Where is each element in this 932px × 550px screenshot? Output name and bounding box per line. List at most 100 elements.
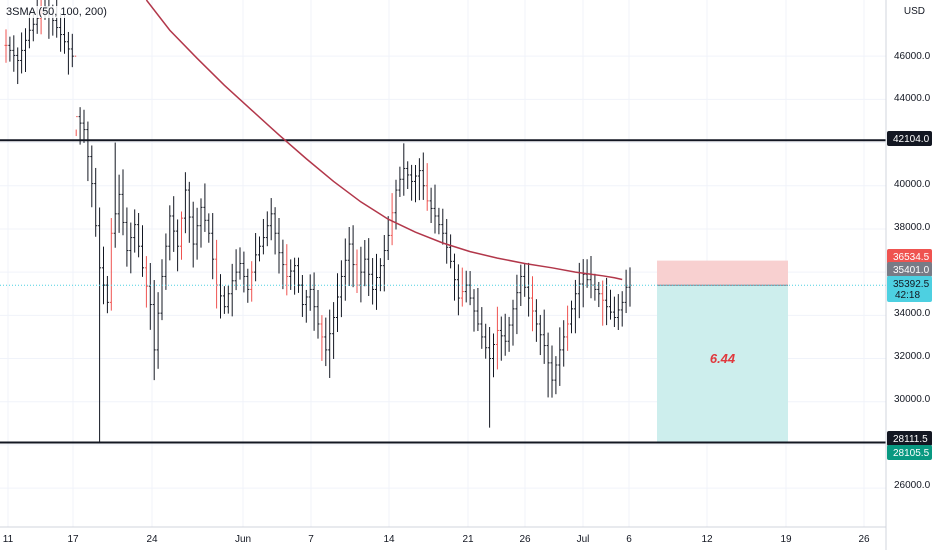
ohlc-bars xyxy=(4,0,632,443)
ohlc-bar xyxy=(367,238,371,296)
ohlc-bar xyxy=(523,263,527,297)
ohlc-bar xyxy=(289,259,293,290)
time-axis[interactable]: 11 17 24 Jun 7 14 21 26 Jul 6 12 19 26 xyxy=(3,534,870,545)
risk-reward-ratio: 6.44 xyxy=(710,351,736,366)
ohlc-bar xyxy=(378,258,382,292)
ohlc-bar xyxy=(328,309,332,378)
ohlc-bar xyxy=(570,300,573,334)
ohlc-bar xyxy=(589,255,593,299)
ohlc-bar xyxy=(531,276,534,332)
ohlc-bar xyxy=(59,12,63,52)
ohlc-bar xyxy=(20,32,24,74)
sma-price-badge: 35401.0 xyxy=(887,262,932,277)
ohlc-bar xyxy=(180,211,183,260)
ohlc-bar xyxy=(74,55,78,137)
price-tick: 44000.0 xyxy=(894,93,931,104)
ohlc-bar xyxy=(121,169,125,236)
ohlc-bar xyxy=(98,207,102,443)
ohlc-bar xyxy=(117,174,121,233)
ohlc-bar xyxy=(468,271,472,306)
price-axis[interactable]: 46000.0 44000.0 40000.0 38000.0 34000.0 … xyxy=(894,51,931,491)
price-tick: 30000.0 xyxy=(894,394,931,405)
ohlc-bar xyxy=(230,263,234,317)
ohlc-bar xyxy=(82,109,86,143)
ohlc-bar xyxy=(480,307,484,349)
ohlc-bar xyxy=(285,244,289,296)
ohlc-bar xyxy=(390,193,394,246)
bar-countdown-text: 42:18 xyxy=(895,290,920,301)
position-target-zone[interactable] xyxy=(657,285,788,443)
price-tick: 26000.0 xyxy=(894,480,931,491)
ohlc-bar xyxy=(324,317,328,367)
ohlc-bar xyxy=(66,31,70,75)
ohlc-bar xyxy=(219,274,222,319)
ohlc-bar xyxy=(554,356,558,395)
time-tick: Jun xyxy=(235,534,251,545)
ohlc-bar xyxy=(612,296,616,328)
ohlc-bar xyxy=(187,181,191,243)
ohlc-bar xyxy=(421,152,425,200)
ohlc-bar xyxy=(499,316,503,361)
ohlc-bar xyxy=(199,198,203,248)
ohlc-bar xyxy=(597,281,601,308)
ohlc-bar xyxy=(129,222,133,274)
ohlc-bar xyxy=(515,274,519,335)
last-price-text: 35392.5 xyxy=(893,279,930,290)
ohlc-bar xyxy=(191,201,195,268)
ohlc-bar xyxy=(246,268,250,303)
ohlc-bar xyxy=(492,333,495,378)
ohlc-bar xyxy=(300,274,304,317)
ohlc-bar xyxy=(542,309,546,364)
ohlc-bar xyxy=(550,345,554,398)
stop-price-badge: 36534.5 xyxy=(887,249,932,264)
ohlc-bar xyxy=(605,277,609,326)
horizontal-levels[interactable] xyxy=(0,139,886,444)
ohlc-bar xyxy=(609,289,612,320)
ohlc-bar xyxy=(355,249,359,294)
ohlc-bar xyxy=(90,145,94,208)
ohlc-bar xyxy=(273,207,277,255)
ohlc-bar xyxy=(215,239,219,309)
ohlc-bar xyxy=(238,247,242,280)
ohlc-bar xyxy=(320,315,324,361)
ohlc-bar xyxy=(277,218,281,274)
time-tick: 24 xyxy=(146,534,158,545)
ohlc-bar xyxy=(211,213,215,280)
ohlc-bar xyxy=(207,213,211,243)
ohlc-bar xyxy=(339,260,343,318)
resistance-price-badge: 42104.0 xyxy=(887,131,932,146)
indicator-legend[interactable]: 3SMA (50, 100, 200) xyxy=(4,6,109,18)
price-tick: 34000.0 xyxy=(894,308,931,319)
ohlc-bar xyxy=(336,273,339,333)
ohlc-bar xyxy=(601,280,605,326)
ohlc-bar xyxy=(133,209,137,253)
ohlc-bar xyxy=(382,234,386,292)
target-price-text: 28105.5 xyxy=(893,448,930,459)
ohlc-bar xyxy=(402,143,406,196)
ohlc-bar xyxy=(8,36,12,62)
price-tick: 40000.0 xyxy=(894,179,931,190)
short-position-tool[interactable]: 6.44 xyxy=(657,260,788,443)
ohlc-bar xyxy=(429,187,433,224)
ohlc-bar xyxy=(363,240,367,287)
ohlc-bar xyxy=(414,165,417,203)
position-stop-zone[interactable] xyxy=(657,260,788,286)
ohlc-bar xyxy=(460,267,464,307)
time-tick: 6 xyxy=(626,534,632,545)
ohlc-bar xyxy=(316,289,320,339)
ohlc-bar xyxy=(261,218,265,255)
ohlc-bar xyxy=(125,207,129,267)
time-tick: 26 xyxy=(858,534,870,545)
price-tick: 46000.0 xyxy=(894,51,931,62)
time-tick: 21 xyxy=(462,534,474,545)
ohlc-bar xyxy=(464,270,468,303)
ohlc-bar xyxy=(449,234,453,269)
ohlc-bar xyxy=(616,294,620,330)
ohlc-bar xyxy=(425,163,429,211)
time-tick: 17 xyxy=(67,534,79,545)
ohlc-bar xyxy=(176,219,180,272)
currency-label[interactable]: USD xyxy=(900,5,928,18)
ohlc-bar xyxy=(137,213,141,258)
ohlc-bar xyxy=(70,33,74,68)
